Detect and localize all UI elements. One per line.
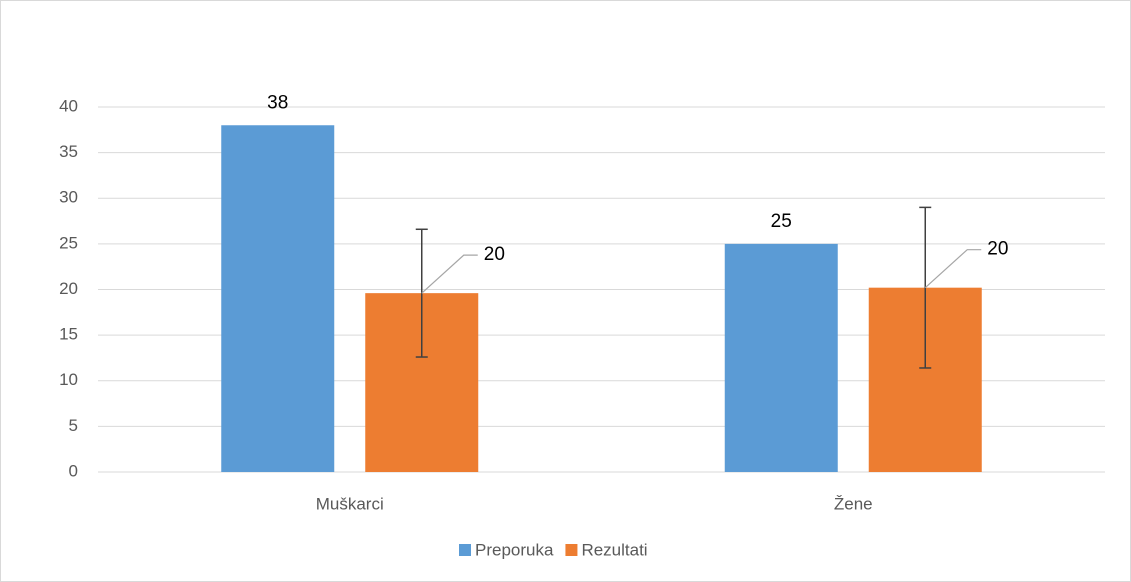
y-tick-label: 40 [59,96,78,115]
leader-line [924,249,982,289]
legend-swatch [459,544,471,556]
y-tick-label: 10 [59,370,78,389]
bar [724,243,838,472]
bar [221,125,335,472]
data-label: 25 [771,211,792,232]
y-tick-label: 5 [69,416,78,435]
data-label: 20 [484,244,505,265]
x-tick-label: Muškarci [316,494,384,513]
legend-label: Preporuka [475,540,554,559]
data-label: 20 [987,239,1008,260]
y-tick-label: 0 [69,461,78,480]
legend-swatch [565,544,578,556]
y-tick-label: 15 [59,325,78,344]
data-label: 38 [267,92,288,113]
leader-line [421,254,478,294]
x-tick-label: Žene [834,494,873,513]
legend-label: Rezultati [581,540,647,559]
y-tick-label: 25 [59,233,78,252]
y-tick-label: 20 [59,279,78,298]
y-tick-label: 30 [59,188,78,207]
y-tick-label: 35 [59,142,78,161]
